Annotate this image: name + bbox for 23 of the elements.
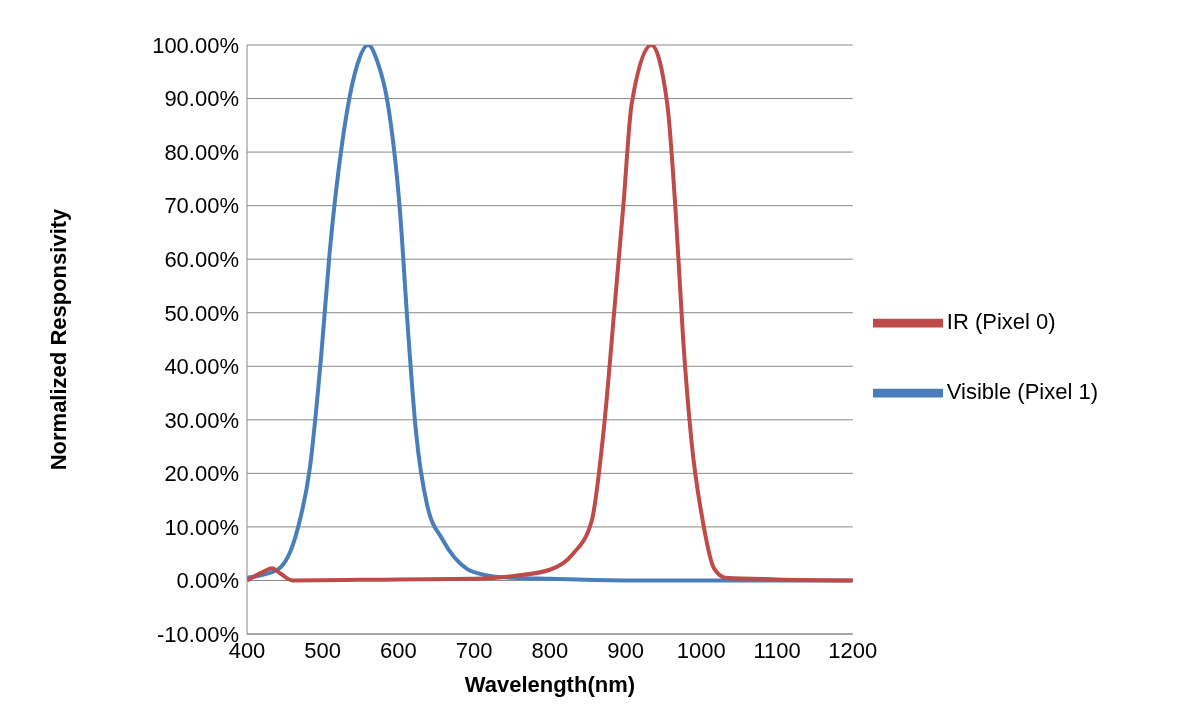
x-tick-label: 700 xyxy=(455,637,493,663)
y-tick-label: 50.00% xyxy=(164,300,239,326)
y-tick-label: 80.00% xyxy=(164,139,239,165)
y-tick-label: 30.00% xyxy=(164,407,239,433)
legend-label: Visible (Pixel 1) xyxy=(946,378,1098,404)
x-tick-label: 600 xyxy=(380,637,417,663)
y-tick-label: 100.00% xyxy=(152,32,239,58)
x-tick-label: 1100 xyxy=(753,637,801,663)
y-tick-label: 20.00% xyxy=(164,461,239,487)
x-tick-label: 1200 xyxy=(828,637,878,663)
y-tick-label: 60.00% xyxy=(164,246,239,272)
x-tick-label: 800 xyxy=(531,637,569,663)
y-tick-label: 40.00% xyxy=(164,354,239,380)
x-tick-label: 500 xyxy=(304,637,342,663)
y-tick-label: 10.00% xyxy=(164,514,239,540)
y-axis-title: Normalized Responsivity xyxy=(45,207,71,471)
y-tick-label: 90.00% xyxy=(164,86,239,112)
legend-label: IR (Pixel 0) xyxy=(946,308,1056,334)
x-axis-title: Wavelength(nm) xyxy=(464,672,636,697)
x-tick-label: 1000 xyxy=(676,637,726,663)
y-tick-label: 0.00% xyxy=(176,568,239,594)
x-tick-label: 900 xyxy=(607,637,644,663)
y-tick-label: 70.00% xyxy=(164,193,239,219)
